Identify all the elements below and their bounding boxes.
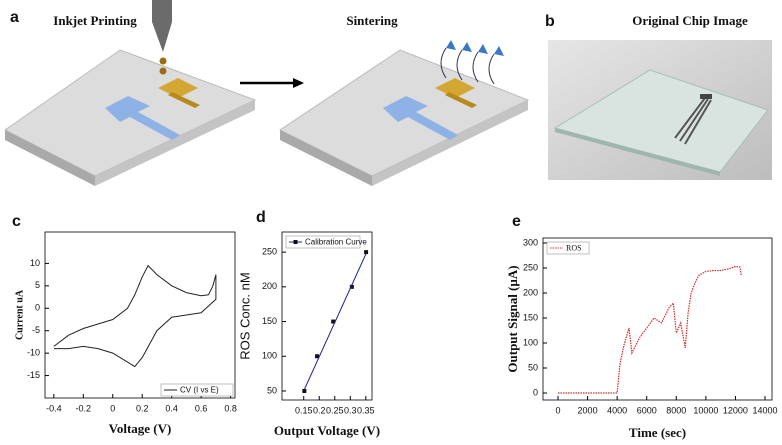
y-tick-label: 150	[523, 312, 538, 322]
step-title: Sintering	[346, 13, 398, 28]
y-tick-label: 100	[523, 337, 538, 347]
y-tick-label: 100	[262, 351, 277, 361]
data-point	[349, 284, 354, 289]
data-point	[331, 319, 336, 324]
x-tick-label: 0.35	[357, 405, 375, 415]
data-point	[302, 388, 307, 393]
y-tick-label: 250	[262, 247, 277, 257]
y-tick-label: 0	[533, 387, 538, 397]
x-tick-label: 4000	[607, 405, 627, 415]
x-tick-label: 0.15	[295, 405, 313, 415]
x-tick-label: 0.6	[195, 403, 208, 413]
y-tick-label: 150	[262, 316, 277, 326]
y-tick-label: 0	[35, 303, 40, 313]
data-line	[53, 264, 217, 368]
y-tick-label: 50	[267, 385, 277, 395]
x-tick-label: 6000	[637, 405, 657, 415]
legend-label: CV (I vs E)	[180, 386, 219, 395]
panel-label: e	[512, 213, 521, 230]
x-tick-label: 0.3	[344, 405, 357, 415]
legend-box	[546, 241, 590, 255]
y-tick-label: -15	[27, 370, 40, 380]
y-tick-label: 10	[30, 258, 40, 268]
fit-line	[303, 253, 367, 390]
y-axis-label: Current uA	[14, 289, 25, 340]
legend-box	[160, 383, 234, 397]
data-point	[315, 354, 320, 359]
x-tick-label: -0.2	[76, 403, 92, 413]
y-tick-label: 200	[523, 287, 538, 297]
illustration-a	[4, 0, 530, 186]
y-axis-label: ROS Conc. nM	[237, 272, 252, 359]
y-tick-label: -5	[32, 325, 40, 335]
x-tick-label: 0.8	[224, 403, 237, 413]
x-axis-label: Time (sec)	[629, 425, 686, 440]
x-tick-label: -0.4	[46, 403, 62, 413]
y-tick-label: 5	[35, 280, 40, 290]
x-tick-label: 2000	[578, 405, 598, 415]
x-axis-label: Output Voltage (V)	[274, 423, 380, 438]
y-tick-label: 200	[262, 281, 277, 291]
legend-label: ROS	[566, 243, 582, 252]
step-title: Inkjet Printing	[53, 13, 137, 28]
y-tick-label: 250	[523, 262, 538, 272]
x-tick-label: 0.4	[165, 403, 178, 413]
chip-photo	[548, 40, 772, 180]
photo-title: Original Chip Image	[632, 13, 748, 28]
y-tick-label: -10	[27, 348, 40, 358]
legend-box	[285, 235, 361, 249]
plot-frame	[281, 231, 373, 401]
panel-label: b	[545, 13, 555, 30]
legend-marker	[293, 240, 298, 244]
y-axis-label: Output Signal (µA)	[505, 265, 520, 372]
panel-label: c	[12, 213, 21, 230]
panel-label: a	[10, 9, 19, 26]
x-tick-label: 10000	[693, 405, 718, 415]
x-tick-label: 0.25	[326, 405, 344, 415]
x-axis-label: Voltage (V)	[109, 421, 172, 436]
y-tick-label: 50	[528, 362, 538, 372]
x-tick-label: 0	[555, 405, 560, 415]
y-tick-label: 300	[523, 237, 538, 247]
panel-label: d	[256, 209, 266, 226]
legend-label: Calibration Curve	[305, 238, 367, 247]
x-tick-label: 12000	[723, 405, 748, 415]
x-tick-label: 0	[110, 403, 115, 413]
plot-frame	[44, 231, 236, 399]
data-line	[558, 265, 742, 394]
x-tick-label: 0.2	[313, 405, 326, 415]
plot-frame	[542, 237, 773, 401]
x-tick-label: 0.2	[136, 403, 149, 413]
x-tick-label: 8000	[666, 405, 686, 415]
data-point	[364, 250, 369, 255]
x-tick-label: 14000	[752, 405, 777, 415]
